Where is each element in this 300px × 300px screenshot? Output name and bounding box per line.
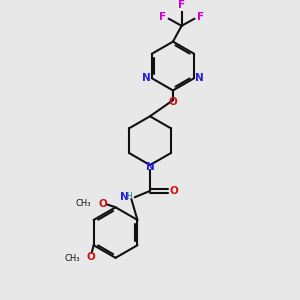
Text: O: O — [86, 252, 95, 262]
Text: O: O — [169, 98, 177, 107]
Text: CH₃: CH₃ — [76, 199, 91, 208]
Text: N: N — [120, 192, 129, 202]
Text: F: F — [178, 0, 185, 10]
Text: F: F — [197, 12, 204, 22]
Text: N: N — [195, 73, 204, 83]
Text: CH₃: CH₃ — [64, 254, 80, 262]
Text: O: O — [98, 199, 107, 208]
Text: N: N — [142, 73, 151, 83]
Text: N: N — [146, 161, 154, 172]
Text: F: F — [159, 12, 167, 22]
Text: H: H — [126, 193, 132, 202]
Text: O: O — [170, 186, 178, 196]
